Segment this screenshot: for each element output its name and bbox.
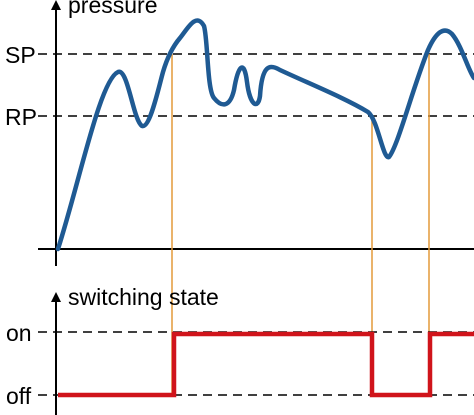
- projection-lines: [171, 54, 430, 396]
- on-level-label: on: [6, 320, 32, 346]
- sp-level-label: SP: [5, 42, 36, 68]
- rp-level-label: RP: [5, 104, 37, 130]
- pressure-axis-title: pressure: [68, 0, 158, 18]
- pressure-y-axis-arrow: [51, 0, 61, 10]
- switching-state-signal: [58, 331, 474, 398]
- pressure-curve: [55, 18, 474, 252]
- switching-axis-title: switching state: [68, 284, 219, 310]
- off-level-label: off: [6, 383, 32, 409]
- switching-y-axis-arrow: [51, 292, 61, 302]
- pressure-axes: [38, 0, 474, 266]
